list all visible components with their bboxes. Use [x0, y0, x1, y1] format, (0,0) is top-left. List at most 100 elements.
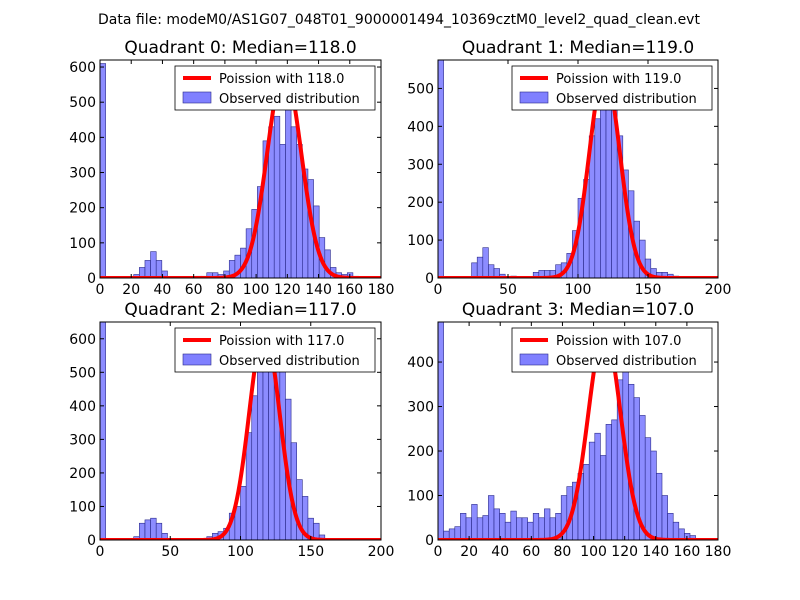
- histogram-bar: [482, 515, 489, 540]
- subplot-grid: 0 20 40 60 80 100 120 140 160 1800100200300400500…: [69, 38, 731, 560]
- axes-frame: [99, 59, 382, 279]
- x-tick-label: 150: [297, 544, 324, 560]
- histogram-bar: [510, 510, 517, 540]
- x-tick-label: 100: [243, 282, 270, 298]
- y-tick-label: 200: [69, 466, 96, 482]
- x-tick-label: 200: [705, 282, 732, 298]
- histogram-bar: [100, 322, 106, 540]
- x-tick-label: 20: [460, 544, 478, 560]
- histogram-bar: [460, 513, 467, 540]
- histogram-bar: [285, 98, 292, 278]
- legend-bar-swatch: [519, 91, 549, 104]
- legend-bar-swatch: [182, 91, 212, 104]
- histogram-bar: [667, 513, 674, 540]
- legend-label-observed: Observed distribution: [219, 92, 360, 107]
- x-tick-label: 80: [216, 282, 234, 298]
- histogram-bar: [240, 486, 247, 540]
- x-tick-label: 40: [154, 282, 172, 298]
- histogram-bar: [438, 60, 444, 278]
- subplot-quadrant-3: 0 20 40 60 80 100 120 140 160 1800100200300400Qua…: [407, 300, 731, 560]
- histogram-bar: [245, 432, 253, 540]
- x-tick-label: 50: [499, 282, 517, 298]
- histogram-bar: [600, 107, 607, 278]
- y-tick-label: 400: [407, 119, 434, 135]
- histogram-bar: [100, 63, 106, 278]
- histogram-bar: [583, 464, 590, 540]
- histogram-bar: [628, 383, 635, 540]
- y-tick-label: 400: [69, 130, 96, 146]
- histogram-bar: [605, 108, 612, 278]
- histogram-bar: [471, 504, 478, 540]
- x-tick-label: 0: [96, 282, 105, 298]
- legend: Poission with 118.0 Observed distribution: [174, 65, 376, 111]
- poisson-curve: [100, 68, 381, 278]
- histogram-bar: [161, 270, 168, 278]
- subplot-quadrant-2: 0 50 100 150 200 0 100 200 300 400 500 600 Quadrant …: [69, 300, 394, 560]
- subplot-title: Quadrant 3: Median=107.0: [462, 300, 694, 320]
- histogram-bar: [588, 441, 596, 540]
- histogram-bar: [661, 495, 668, 540]
- x-tick-label: 180: [705, 544, 732, 560]
- histogram-bar: [611, 419, 618, 540]
- histogram-bar: [656, 472, 663, 540]
- histogram-bar: [594, 432, 601, 540]
- y-tick-label: 500: [407, 81, 434, 97]
- legend-label-observed: Observed distribution: [219, 354, 360, 369]
- histogram-bar: [538, 517, 545, 540]
- legend-label-observed: Observed distribution: [556, 354, 697, 369]
- histogram-bar: [594, 118, 601, 278]
- legend: Poission with 119.0 Observed distribution: [511, 65, 713, 111]
- x-tick-label: 200: [368, 544, 395, 560]
- legend: Poission with 117.0 Observed distribution: [174, 327, 376, 373]
- histogram-bar: [521, 517, 528, 540]
- x-tick-label: 100: [565, 282, 592, 298]
- legend-label-poisson: Poission with 119.0: [556, 72, 681, 87]
- x-tick-label: 0: [96, 544, 105, 560]
- subplot-title: Quadrant 2: Median=117.0: [124, 300, 356, 320]
- histogram-bar: [504, 521, 512, 540]
- histogram-bar: [644, 437, 652, 540]
- histogram-bar: [290, 126, 297, 278]
- histogram-bar: [139, 522, 146, 540]
- histogram-bar: [516, 517, 523, 540]
- y-tick-label: 500: [69, 365, 96, 381]
- x-tick-label: 0: [434, 544, 443, 560]
- plot-area: [100, 63, 381, 278]
- legend-label-poisson: Poission with 107.0: [556, 334, 681, 349]
- y-tick-label: 200: [69, 201, 96, 217]
- y-tick-label: 100: [69, 236, 96, 252]
- x-tick-label: 120: [274, 282, 301, 298]
- histogram-bar: [454, 526, 461, 540]
- histogram-bar: [476, 256, 484, 278]
- x-tick-label: 60: [522, 544, 540, 560]
- legend: Poission with 107.0 Observed distribution: [511, 327, 713, 373]
- subplot-title: Quadrant 1: Median=119.0: [462, 38, 694, 58]
- x-tick-label: 140: [305, 282, 332, 298]
- y-tick-label: 0: [87, 533, 96, 549]
- histogram-bar: [672, 521, 680, 540]
- histogram-bar: [471, 262, 478, 278]
- x-tick-label: 180: [368, 282, 395, 298]
- y-tick-label: 100: [407, 489, 434, 505]
- x-tick-label: 40: [491, 544, 509, 560]
- x-tick-label: 80: [554, 544, 572, 560]
- y-tick-label: 300: [407, 157, 434, 173]
- histogram-bar: [488, 495, 495, 540]
- x-tick-label: 160: [336, 282, 363, 298]
- legend-label-poisson: Poission with 118.0: [219, 72, 344, 87]
- histogram-bar: [482, 247, 489, 278]
- x-tick-label: 20: [122, 282, 140, 298]
- axes-frame: [437, 321, 719, 541]
- x-tick-label: 60: [185, 282, 203, 298]
- histogram-bar: [600, 455, 607, 540]
- histogram-bar: [527, 521, 534, 540]
- y-tick-label: 500: [69, 95, 96, 111]
- legend-label-poisson: Poission with 117.0: [219, 334, 344, 349]
- x-tick-label: 100: [227, 544, 254, 560]
- histogram-bar: [279, 144, 286, 278]
- x-tick-label: 150: [635, 282, 662, 298]
- histogram-bar: [650, 450, 657, 540]
- histogram-bar: [155, 260, 163, 278]
- histogram-bar: [438, 322, 444, 540]
